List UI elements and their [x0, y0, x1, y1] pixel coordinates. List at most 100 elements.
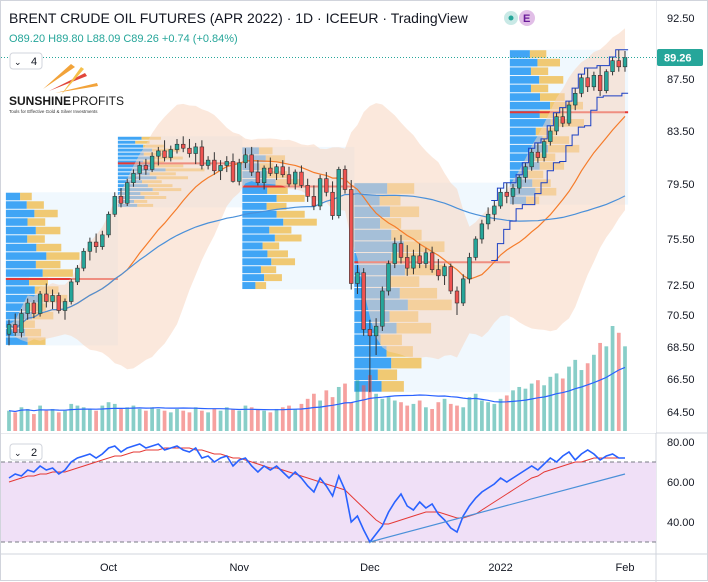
candle-body: [591, 75, 597, 88]
price-axis-tick-label: 79.50: [667, 179, 695, 191]
volume-bar: [106, 402, 111, 431]
price-axis-tick-label: 64.50: [667, 407, 695, 419]
candle-body: [579, 77, 584, 94]
volume-bar: [237, 410, 242, 431]
chevron-down-icon: ⌄: [14, 449, 22, 459]
volume-bar: [262, 410, 266, 431]
volume-bar: [280, 407, 285, 431]
volume-profile-row-up: [242, 187, 268, 194]
volume-profile-row-down: [27, 337, 46, 345]
ohlc-readout: O89.20 H89.80 L88.09 C89.26 +0.74 (+0.84…: [9, 33, 238, 45]
volume-profile-row-up: [5, 286, 35, 294]
candle-body: [461, 278, 466, 304]
candle-body: [87, 241, 93, 252]
volume-bar: [579, 370, 584, 431]
candle-body: [349, 189, 354, 284]
volume-bar: [529, 383, 534, 431]
volume-profile-row-up: [509, 127, 536, 136]
volume-profile-row-up: [5, 226, 36, 235]
volume-bar: [511, 390, 515, 431]
volume-bar: [461, 407, 466, 431]
candle-body: [280, 166, 285, 176]
volume-profile-row-up: [5, 192, 21, 201]
volume-profile-row-up: [5, 277, 30, 286]
candle-body: [454, 290, 460, 304]
volume-profile-row-down: [26, 201, 44, 209]
volume-profile-row-down: [35, 226, 61, 235]
volume-profile-row-down: [42, 269, 73, 277]
volume-profile-row-down: [262, 242, 280, 250]
indicators-toggle-button[interactable]: [9, 52, 43, 70]
candle-body: [13, 324, 18, 333]
volume-profile-row-up: [509, 67, 531, 76]
volume-profile-row-up: [5, 337, 28, 345]
candle-body: [268, 167, 273, 174]
volume-profile-row-up: [242, 218, 284, 226]
volume-profile-row-up: [117, 156, 154, 160]
volume-profile-row-up: [117, 152, 144, 156]
volume-profile-row-up: [117, 144, 144, 148]
candle-body: [411, 255, 416, 269]
time-axis-tick-label: 2022: [488, 562, 512, 574]
volume-profile-row-down: [29, 277, 48, 286]
volume-profile-row-down: [539, 76, 564, 84]
rsi-toggle-button[interactable]: [9, 443, 43, 461]
volume-bar: [256, 408, 260, 431]
rsi-axis-tick-label: 80.00: [667, 437, 695, 449]
rsi-trendline: [369, 473, 626, 543]
volume-profile-row-up: [242, 274, 265, 282]
logo-ray-icon: [55, 83, 98, 93]
volume-profile-row-up: [5, 269, 43, 277]
rsi-line: [8, 443, 625, 544]
volume-bar: [542, 385, 546, 431]
volume-bar: [25, 408, 30, 431]
candle-body: [37, 293, 43, 314]
time-axis[interactable]: Oct Nov Dec 2022 Feb: [100, 562, 634, 574]
candle-body: [143, 165, 149, 170]
candle-body: [616, 60, 621, 68]
price-axis-tick-label: 92.50: [667, 13, 695, 25]
volume-bar: [150, 407, 154, 431]
volume-bar: [287, 405, 291, 431]
candle-body: [199, 146, 205, 166]
volume-bar: [81, 407, 86, 431]
candle-body: [336, 169, 341, 216]
price-axis-tick-label: 72.50: [667, 280, 695, 292]
time-axis-tick-label: Nov: [229, 562, 249, 574]
volume-bar: [305, 398, 310, 431]
candle-body: [205, 159, 211, 166]
candle-body: [479, 223, 485, 240]
candle-body: [50, 295, 55, 302]
candle-body: [311, 196, 317, 207]
rsi-axis[interactable]: 80.00 60.00 40.00: [667, 437, 695, 529]
candle-body: [230, 161, 236, 182]
price-axis[interactable]: 92.50 87.50 83.50 79.50 75.50 72.50 70.50 68.50…: [667, 13, 695, 419]
candle-body: [255, 171, 261, 183]
time-axis-tick-label: Feb: [616, 562, 635, 574]
logo-ray-icon: [61, 67, 84, 95]
earnings-badge[interactable]: [519, 10, 535, 26]
volume-profile-row-up: [509, 101, 551, 110]
candle-body: [361, 272, 366, 330]
volume-bar: [598, 342, 602, 431]
volume-bar: [380, 398, 385, 431]
volume-bar: [554, 373, 559, 431]
volume-profile-row-up: [242, 266, 261, 274]
candle-body: [355, 272, 360, 284]
volume-profile-row-up: [242, 242, 263, 250]
logo-ray-icon: [43, 64, 75, 89]
volume-bar: [330, 397, 335, 431]
candle-body: [100, 234, 105, 247]
volume-bar: [131, 405, 136, 431]
volume-bar: [411, 403, 416, 431]
candle-body: [181, 143, 186, 149]
volume-profile-row-down: [36, 243, 62, 252]
volume-bar: [442, 398, 447, 431]
volume-bar: [523, 388, 528, 431]
candle-body: [560, 116, 565, 124]
volume-bar: [567, 366, 571, 431]
candle-body: [398, 243, 404, 258]
earnings-badge-label: E: [523, 13, 530, 25]
volume-bar: [137, 408, 142, 431]
